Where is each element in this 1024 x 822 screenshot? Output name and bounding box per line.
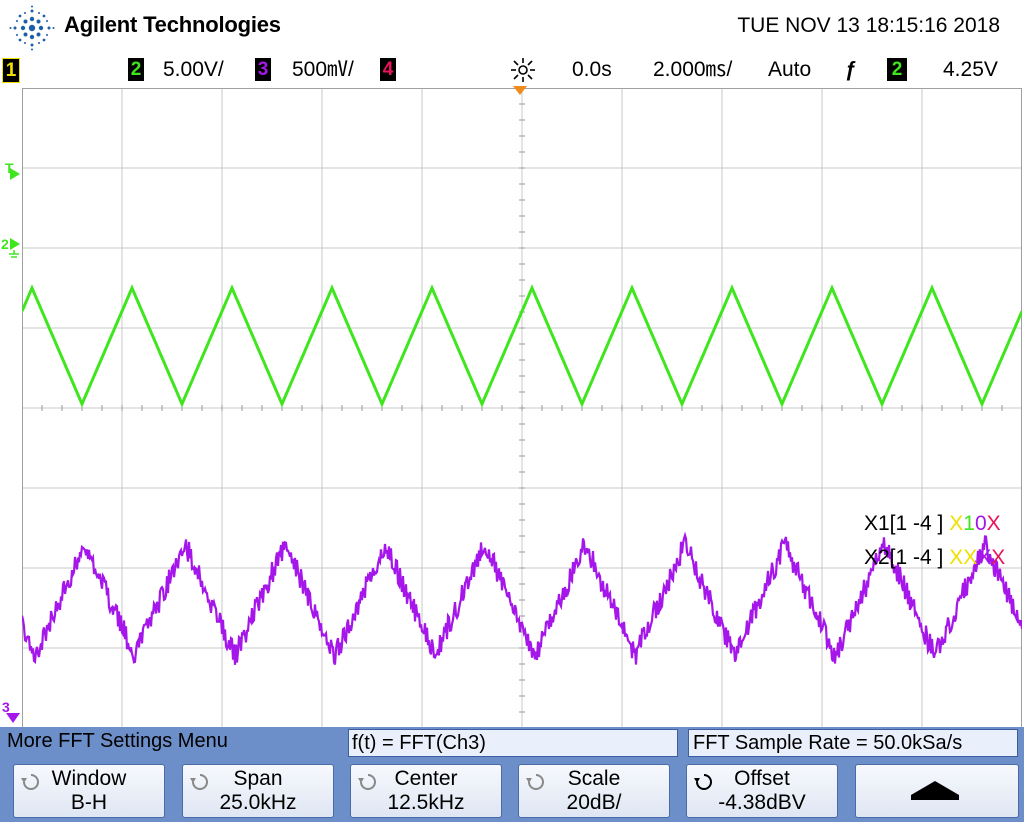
entry-knob-icon [190,774,208,790]
trigger-level: 4.25V [943,58,998,81]
function-box: f(t) = FFT(Ch3) [348,729,678,757]
trigger-slope-icon: ƒ [845,58,857,81]
channel-2-scale: 5.00V/ [163,58,224,81]
channel-3-ground-marker[interactable]: 3 [2,699,10,715]
softkey-bar: More FFT Settings Menu f(t) = FFT(Ch3) F… [0,727,1024,822]
trigger-mode: Auto [768,58,812,81]
span-softkey[interactable]: Span 25.0kHz [182,764,334,818]
trigger-level-marker[interactable]: T [5,160,14,176]
date-time: TUE NOV 13 18:15:16 2018 [737,14,1000,37]
channel-3-scale: 500㎷/ [292,58,354,81]
center-value: 12.5kHz [387,791,465,814]
offset-value: -4.38dBV [718,791,806,814]
span-value: 25.0kHz [219,791,297,814]
trigger-arrow-icon [10,168,20,180]
entry-knob-icon [358,774,376,790]
time-scale: 2.000㎳/ [653,58,733,81]
bus-bit-char: X [977,546,992,569]
entry-knob-icon [526,774,544,790]
ground-arrow-icon [9,238,20,258]
window-softkey[interactable]: Window B-H [13,764,165,818]
scale-softkey[interactable]: Scale 20dB/ [518,764,670,818]
up-arrow-icon [911,781,959,800]
bus-bit-char: X [991,546,1006,569]
channel-4-indicator[interactable]: 4 [380,58,396,81]
acquisition-running-icon [511,58,535,82]
scale-label: Scale [567,767,621,790]
brand-name: Agilent Technologies [64,12,281,37]
waveform-display[interactable] [20,87,1024,729]
bus-x1-value: X10X [949,512,1000,535]
window-value: B-H [70,791,108,814]
time-delay: 0.0s [572,58,612,81]
channel-2-trace [20,284,1024,408]
bus-x2-prefix: X2[1 -4 ] [864,546,944,569]
span-label: Span [233,767,283,790]
header: Agilent Technologies TUE NOV 13 18:15:16… [0,0,1024,56]
center-label: Center [394,767,458,790]
agilent-spark-logo-icon [9,5,55,51]
channel-2-ground-marker[interactable]: 2 [1,236,9,252]
left-marker-column: T 2 3 [0,84,22,728]
menu-title: More FFT Settings Menu [7,730,228,752]
offset-label: Offset [734,767,790,790]
function-expression: f(t) = FFT(Ch3) [352,732,486,754]
fft-sample-rate: FFT Sample Rate = 50.0kSa/s [693,732,963,754]
channel-1-indicator[interactable]: 1 [2,58,20,83]
channel-3-arrow-icon [6,713,20,723]
channel-3-trace [20,531,1024,666]
trigger-position-marker-icon[interactable] [513,86,527,96]
bus-bit-char: 0 [974,512,987,535]
sample-rate-box: FFT Sample Rate = 50.0kSa/s [688,729,1018,757]
bus-x1-prefix: X1[1 -4 ] [864,512,944,535]
entry-knob-icon [21,774,39,790]
bus-bit-char: X [986,512,1001,535]
bus-bit-char: X [963,546,978,569]
channel-3-indicator[interactable]: 3 [255,58,271,81]
center-softkey[interactable]: Center 12.5kHz [350,764,502,818]
bus-bit-char: X [949,512,964,535]
channel-2-indicator[interactable]: 2 [128,58,144,81]
waveform-graticule[interactable] [20,87,1024,729]
trigger-source-indicator[interactable]: 2 [887,58,907,81]
bus-x2-value: XXXX [949,546,1005,569]
bus-x2-row: X2[1 -4 ] XXXX [864,546,1005,570]
scale-value: 20dB/ [566,791,622,814]
entry-knob-active-icon [694,774,712,790]
bus-bit-char: X [949,546,964,569]
channel-status-bar: 1 2 5.00V/ 3 500㎷/ 4 0.0s 2.000㎳/ Auto ƒ… [0,56,1024,84]
offset-softkey[interactable]: Offset -4.38dBV [686,764,838,818]
window-label: Window [51,767,127,790]
back-up-softkey[interactable] [855,764,1019,818]
bus-bit-char: 1 [963,512,975,535]
bus-x1-row: X1[1 -4 ] X10X [864,512,1001,536]
